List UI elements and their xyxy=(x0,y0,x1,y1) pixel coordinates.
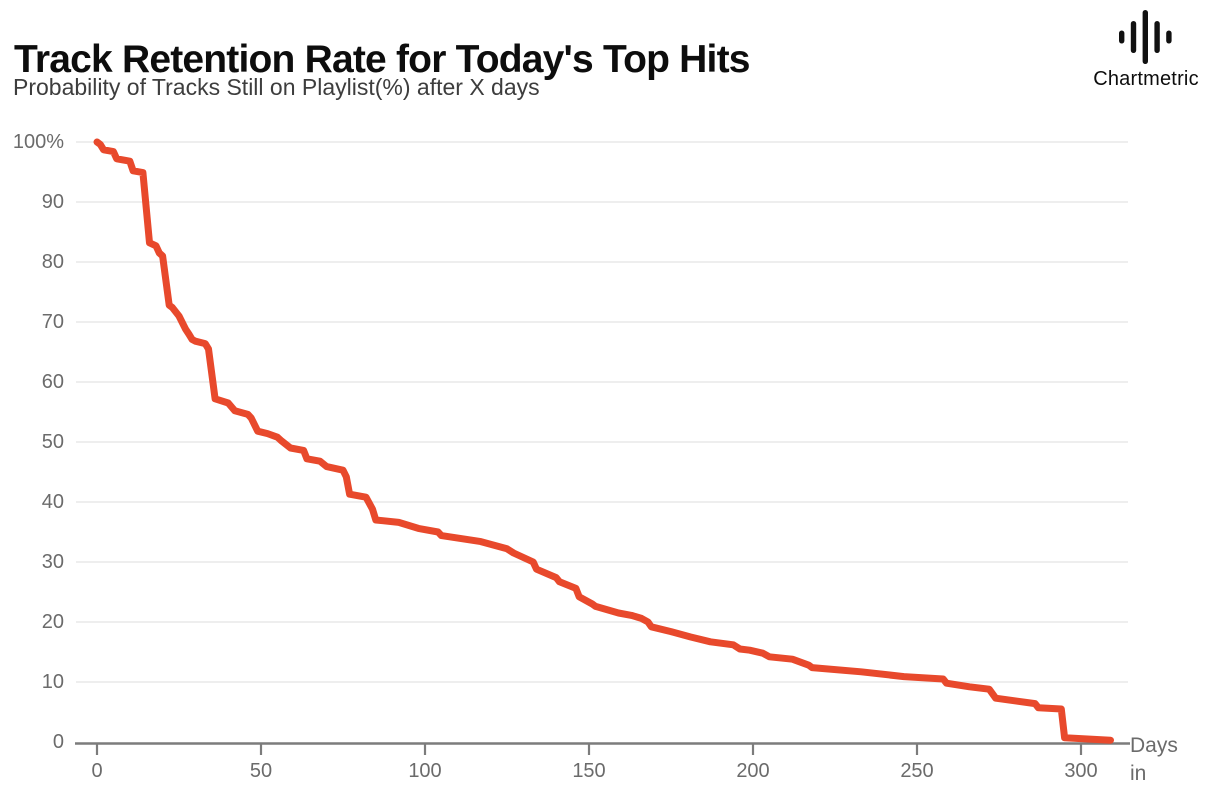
x-axis-tick-label: 200 xyxy=(736,760,770,782)
chartmetric-waveform-icon xyxy=(1119,10,1172,64)
chart-title: Track Retention Rate for Today's Top Hit… xyxy=(14,38,750,82)
y-axis-tick-label: 0 xyxy=(52,731,64,753)
brand-name: Chartmetric xyxy=(1093,68,1199,90)
y-axis-tick-label: 90 xyxy=(41,191,64,213)
x-axis-title-line2: in xyxy=(1130,762,1147,785)
y-axis-tick-label: 70 xyxy=(41,311,64,333)
y-axis-tick-label: 10 xyxy=(41,671,64,693)
x-axis-tick-label: 0 xyxy=(91,760,103,782)
x-axis-title-line1: Days xyxy=(1130,734,1178,757)
y-axis-tick-label: 30 xyxy=(41,551,64,573)
y-axis-tick-label: 50 xyxy=(41,431,64,453)
y-axis-tick-label: 60 xyxy=(41,371,64,393)
y-axis-tick-label: 80 xyxy=(41,251,64,273)
chart-subtitle: Probability of Tracks Still on Playlist(… xyxy=(13,74,540,100)
x-axis-title: Days in xyxy=(1130,732,1178,788)
x-axis-tick-label: 100 xyxy=(408,760,442,782)
retention-curve xyxy=(93,138,1114,744)
x-axis-tick-label: 250 xyxy=(900,760,934,782)
x-axis-tick-label: 300 xyxy=(1064,760,1098,782)
y-axis-tick-label: 40 xyxy=(41,491,64,513)
y-axis-tick-label: 20 xyxy=(41,611,64,633)
x-axis-tick-label: 150 xyxy=(572,760,606,782)
y-axis-tick-label: 100% xyxy=(12,131,64,153)
x-axis-tick-label: 50 xyxy=(249,760,273,782)
